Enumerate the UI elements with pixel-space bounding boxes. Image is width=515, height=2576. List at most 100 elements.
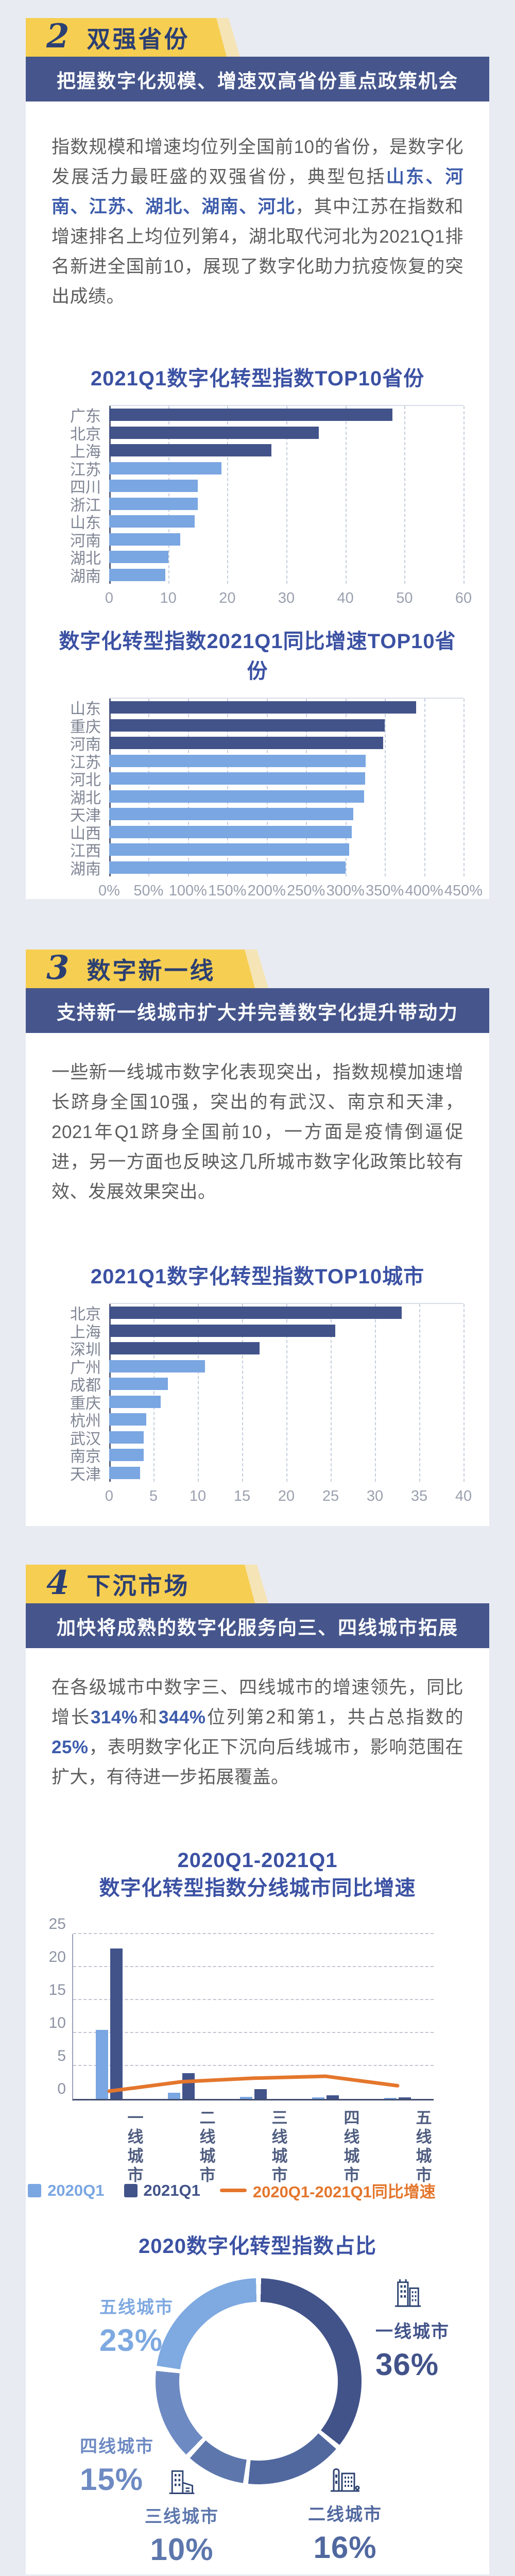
donut-label-tier5: 五线城市 23%: [99, 2293, 174, 2358]
section-title: 下沉市场: [87, 1572, 190, 1599]
x-axis: 0 5 10 15 20 25 30 35 40: [105, 1488, 472, 1510]
bar-2021q1: [182, 2073, 195, 2099]
legend-label: 2021Q1: [143, 2181, 200, 2199]
bar-row: 深圳: [70, 1340, 464, 1359]
body-text: ，表明数字化正下沉向后线城市，影响范围在扩大，有待进一步拓展覆盖。: [52, 1737, 464, 1787]
bar-2020q1: [96, 2029, 108, 2099]
axis-tick-label: 35: [410, 1488, 428, 1504]
gridline: [419, 1304, 420, 1482]
bar-category-label: 江苏: [70, 461, 101, 479]
gridline: [404, 406, 406, 584]
bar-category-label: 山东: [70, 701, 101, 718]
bar-row: 上海: [70, 442, 464, 461]
donut-label-name: 二线城市: [308, 2505, 382, 2524]
ribbon-main: 2 双强省份: [26, 18, 227, 57]
gridline: [345, 699, 347, 876]
axis-tick-label: 300%: [326, 883, 365, 899]
bar-category-label: 广州: [70, 1359, 101, 1377]
bar: [109, 409, 393, 421]
axis-tick-label: 50: [396, 590, 413, 606]
ribbon-main: 3 数字新一线: [26, 950, 255, 988]
bar-row: 山东: [70, 699, 464, 718]
axis-tick-label: 25: [322, 1488, 339, 1504]
bar: [109, 719, 385, 732]
section-4-card: 在各级城市中数字三、四线城市的增速领先，同比增长314%和344%位列第2和第1…: [26, 1648, 489, 2574]
axis-tick-label: 20: [278, 1488, 295, 1504]
section-title: 双强省份: [87, 25, 190, 53]
bar: [109, 497, 198, 510]
donut-label-tier4: 四线城市 15%: [80, 2432, 154, 2497]
body-text: 和: [138, 1707, 159, 1727]
bar-row: 天津: [70, 805, 464, 824]
section-4-paragraph: 在各级城市中数字三、四线城市的增速领先，同比增长314%和344%位列第2和第1…: [52, 1673, 464, 1792]
bar-category-label: 浙江: [70, 497, 101, 514]
combo-category-label: 三线城市: [269, 2109, 287, 2185]
bar-row: 北京: [70, 424, 464, 443]
x-axis: 0% 50% 100% 150% 200% 250% 300% 350% 400% 450%: [98, 883, 483, 904]
combo-category-label: 二线城市: [197, 2109, 215, 2185]
donut-label-tier2: 二线城市 16%: [294, 2462, 397, 2565]
gridline: [187, 699, 189, 876]
chart-title: 数字化转型指数2021Q1同比增速TOP10省份: [59, 630, 456, 683]
legend-item-growth-line: 2020Q1-2021Q1同比增速: [219, 2179, 436, 2202]
bar-plot: 山东 重庆 河南 江苏 河北 湖北 天津 山西 江西 湖南: [70, 698, 465, 878]
body-text: 位列第2和第1，共占总指数的: [205, 1707, 464, 1727]
gridline: [73, 1966, 434, 1967]
body-text: ，其中江苏在指数和增速排名上均位列第4，湖北取代河北为2021Q1排名新进全国前…: [52, 197, 464, 307]
chart-tier-growth-combo: 2020Q1-2021Q1 数字化转型指数分线城市同比增速: [52, 1846, 464, 1902]
gridline: [242, 1304, 243, 1482]
donut-label-name: 三线城市: [145, 2507, 219, 2527]
section-3-banner: 支持新一线城市扩大并完善数字化提升带动力: [26, 988, 489, 1033]
combo-plot-area: 0 5 10 15 20 25: [49, 1916, 434, 2100]
bar: [109, 1466, 141, 1479]
axis-tick-label: 10: [160, 590, 177, 606]
bar-category-label: 重庆: [70, 1395, 101, 1412]
bar: [109, 1431, 144, 1444]
axis-tick-label: 60: [455, 590, 472, 606]
bar-2020q1: [168, 2093, 180, 2099]
axis-tick-label: 10: [189, 1488, 207, 1504]
section-3-card: 一些新一线城市数字化表现突出，指数规模加速增长跻身全国10强，突出的有武汉、南京…: [26, 1033, 489, 1526]
bar-category-label: 杭州: [70, 1413, 101, 1430]
gridline: [153, 1304, 154, 1482]
gridline: [464, 699, 465, 876]
bar-row: 成都: [70, 1375, 464, 1394]
section-4-banner-text: 加快将成熟的数字化服务向三、四线城市拓展: [57, 1617, 458, 1638]
gridline: [198, 1304, 199, 1482]
gridline: [345, 406, 347, 584]
section-2-ribbon: 2 双强省份: [26, 18, 489, 57]
bar-row: 湖北: [70, 788, 464, 807]
donut-ring: [156, 2278, 362, 2484]
bar-category-label: 南京: [70, 1448, 101, 1466]
bar-row: 山东: [70, 513, 464, 532]
bar: [109, 861, 346, 874]
bar-row: 重庆: [70, 1393, 464, 1412]
bar-row: 湖北: [70, 548, 464, 567]
legend-swatch: [124, 2183, 138, 2197]
y-axis-tick-label: 20: [48, 1948, 66, 1965]
gridline: [464, 1304, 465, 1482]
combo-category-label: 四线城市: [341, 2109, 359, 2185]
gridline: [385, 699, 386, 876]
bar: [109, 533, 180, 546]
bar-row: 江西: [70, 841, 464, 860]
bar: [109, 1395, 161, 1408]
bar-category-label: 四川: [70, 479, 101, 497]
axis-tick-label: 0: [105, 1488, 114, 1504]
bar-2021q1: [110, 1948, 123, 2099]
bar-category-label: 湖南: [70, 860, 101, 878]
gridline: [73, 1933, 434, 1934]
gridline: [286, 406, 287, 584]
axis-tick-label: 200%: [247, 883, 286, 899]
chart-province-index-top10: 2021Q1数字化转型指数TOP10省份 广东 北京 上海 江苏 四川 浙江 山东 河南 湖北 湖南…: [52, 362, 472, 612]
donut-label-name: 四线城市: [80, 2437, 154, 2456]
bar-row: 上海: [70, 1322, 464, 1341]
section-shuangqiang: 2 双强省份 把握数字化规模、增速双高省份重点政策机会 指数规模和增速均位列全国…: [26, 18, 489, 899]
bar-row: 江苏: [70, 752, 464, 771]
bar: [109, 551, 168, 563]
bar: [109, 772, 365, 785]
buildings-icon: [169, 2470, 195, 2494]
y-axis-line: [109, 1304, 111, 1482]
bar: [109, 426, 319, 439]
